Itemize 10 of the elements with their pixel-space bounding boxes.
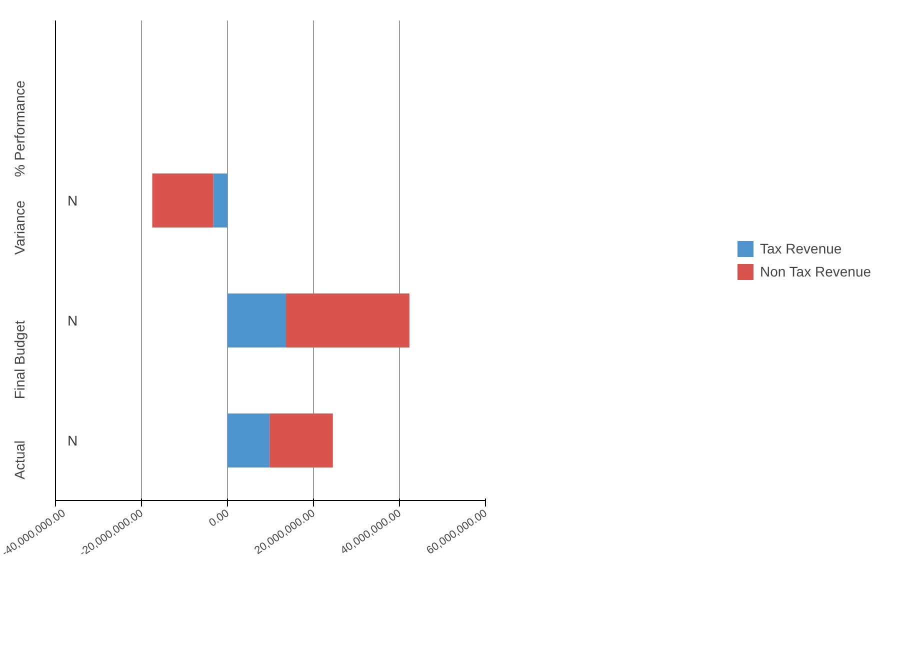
annotation: N <box>68 432 78 448</box>
annotation: N <box>68 192 78 208</box>
annotation: N <box>68 312 78 328</box>
y-tick-label: Variance <box>12 200 28 255</box>
legend-label: Tax Revenue <box>760 240 842 256</box>
legend-label: Non Tax Revenue <box>760 264 872 280</box>
y-tick-label: % Performance <box>12 80 28 177</box>
y-tick-label: Actual <box>12 440 28 480</box>
x-tick-label: 0.00 <box>207 507 232 530</box>
y-tick-label: Final Budget <box>12 320 28 400</box>
